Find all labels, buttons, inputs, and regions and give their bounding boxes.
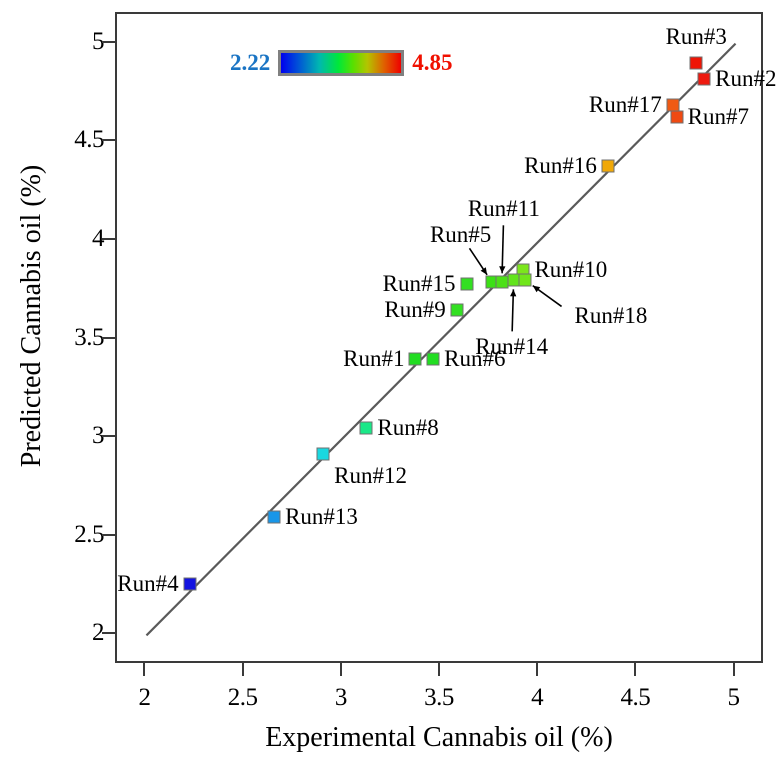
point-label: Run#17 [588,91,662,117]
point-label: Run#13 [285,504,358,530]
y-tick-mark [102,435,115,438]
y-tick-mark [102,533,115,536]
colorbar-max-label: 4.85 [412,50,453,75]
x-tick-label: 2.5 [227,684,258,711]
y-axis-ticks [102,12,116,663]
colorbar-min-label: 2.22 [230,50,271,75]
y-tick-label: 5 [92,27,105,55]
data-marker[interactable] [426,352,440,366]
y-tick-label: 4 [92,224,105,252]
point-label: Run#6 [444,346,506,372]
x-tick-label: 4.5 [620,684,651,711]
data-marker[interactable] [689,56,703,70]
x-axis-ticks [115,663,763,677]
point-label: Run#18 [574,302,648,328]
colorbar-gradient [278,50,405,76]
x-tick-mark [241,663,244,676]
y-tick-mark [102,632,115,635]
data-marker[interactable] [316,447,330,461]
point-label: Run#10 [534,257,608,283]
point-label: Run#7 [687,103,749,129]
y-tick-label: 2.5 [74,520,104,548]
y-tick-mark [102,40,115,43]
data-marker[interactable] [460,277,474,291]
plot-area: Run#1 Run#2 Run#3 Run#4 Run#5 Run#6 Run#7 Run#8… [117,14,776,661]
data-marker[interactable] [670,110,684,124]
point-label: Run#9 [384,296,446,322]
data-marker[interactable] [666,98,680,112]
x-tick-mark [339,663,342,676]
x-tick-mark [536,663,539,676]
identity-line [145,42,737,637]
y-tick-label: 3 [92,422,105,450]
data-marker[interactable] [267,510,281,524]
x-axis-tick-labels: 2 2.5 3 3.5 4 4.5 5 [115,684,763,718]
data-marker[interactable] [518,273,532,287]
colorbar-legend: 2.22 4.85 [230,50,453,76]
x-tick-label: 5 [727,684,741,711]
x-tick-mark [438,663,440,676]
data-marker[interactable] [601,159,615,173]
point-label: Run#4 [117,571,179,597]
x-tick-mark [143,663,146,676]
point-label: Run#5 [429,221,492,247]
y-tick-label: 4.5 [74,126,104,154]
point-label: Run#11 [467,196,540,222]
y-tick-label: 3.5 [74,323,104,351]
leader-lines [468,225,563,332]
x-tick-label: 3.5 [424,684,454,711]
y-tick-mark [102,336,115,339]
point-label: Run#14 [475,334,549,360]
plot-frame: Run#1 Run#2 Run#3 Run#4 Run#5 Run#6 Run#7 Run#8… [115,12,776,663]
x-tick-mark [634,663,637,676]
point-label: Run#15 [382,271,456,297]
point-label: Run#12 [334,462,408,488]
y-tick-mark [102,237,115,240]
point-label: Run#8 [377,415,439,441]
data-marker[interactable] [450,303,464,317]
point-label: Run#3 [665,24,727,50]
y-tick-label: 2 [92,619,105,647]
point-label: Run#2 [715,66,777,92]
data-marker[interactable] [183,577,197,591]
y-tick-mark [102,139,115,142]
x-tick-label: 2 [138,684,151,711]
data-marker[interactable] [359,421,373,435]
point-label: Run#16 [524,152,597,178]
x-tick-label: 4 [531,684,544,711]
x-axis-title: Experimental Cannabis oil (%) [265,722,613,753]
y-axis-tick-labels: 2 2.5 3 3.5 4 4.5 5 [0,12,104,663]
point-label: Run#1 [343,346,405,372]
data-marker[interactable] [697,72,711,86]
x-tick-mark [732,663,735,676]
data-marker[interactable] [408,352,422,366]
x-tick-label: 3 [334,684,348,711]
